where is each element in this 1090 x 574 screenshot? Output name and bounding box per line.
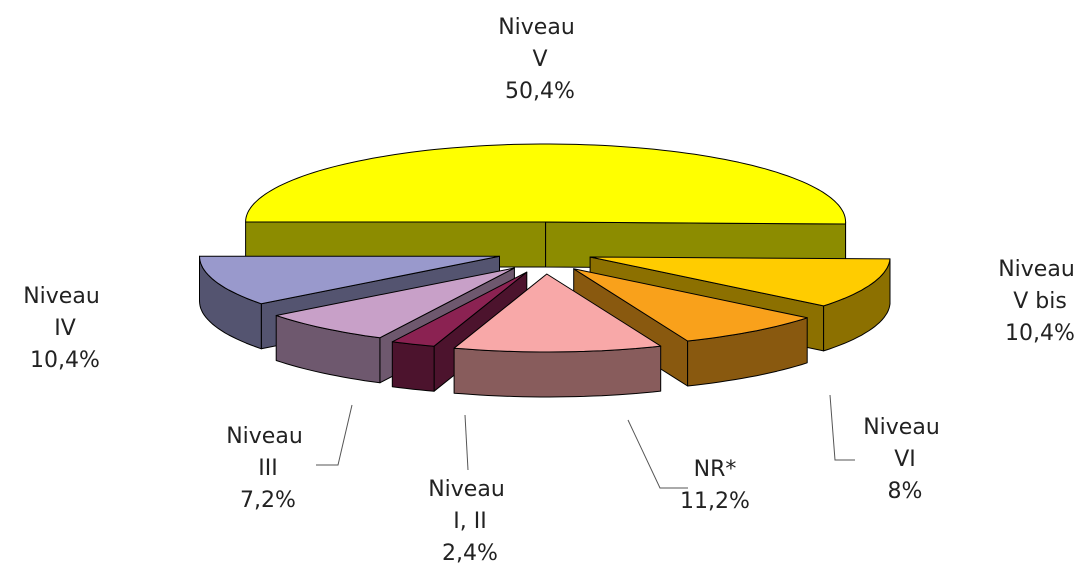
label-line: NR* xyxy=(694,457,737,482)
value-label: 2,4% xyxy=(442,541,498,566)
slice xyxy=(199,255,500,305)
category-label: Niveau V bis xyxy=(998,257,1082,314)
slice xyxy=(275,267,515,339)
label-line: VI xyxy=(894,447,916,472)
leader-line xyxy=(316,404,353,466)
label-line: Niveau xyxy=(23,284,107,309)
label-line: Niveau xyxy=(428,477,512,502)
slice xyxy=(245,143,847,270)
leader-line xyxy=(829,394,855,461)
slice-side xyxy=(391,341,435,392)
category-label: Niveau V xyxy=(498,15,582,72)
slice xyxy=(391,271,528,347)
label-line: V bis xyxy=(1013,289,1067,314)
slice xyxy=(573,268,808,342)
category-label: Niveau VI xyxy=(863,415,947,472)
label-line: Niveau xyxy=(498,15,582,40)
label-line: III xyxy=(258,456,277,481)
value-label: 11,2% xyxy=(680,489,750,514)
category-label: Niveau IV xyxy=(23,284,107,341)
value-label: 8% xyxy=(888,479,923,504)
slice xyxy=(245,143,847,225)
label-line: V xyxy=(532,47,547,72)
slice xyxy=(453,273,662,398)
leader-line xyxy=(627,419,688,489)
leader-line xyxy=(464,414,469,471)
value-label: 10,4% xyxy=(30,348,100,373)
slice xyxy=(589,256,891,307)
label-line: Niveau xyxy=(226,424,310,449)
label-line: I, II xyxy=(453,509,486,534)
slice-side xyxy=(453,345,662,398)
label-line: IV xyxy=(54,316,76,341)
label-line: Niveau xyxy=(863,415,947,440)
value-label: 7,2% xyxy=(240,488,296,513)
value-label: 10,4% xyxy=(1005,321,1075,346)
category-label: Niveau III xyxy=(226,424,310,481)
category-label: Niveau I, II xyxy=(428,477,512,534)
slice xyxy=(453,273,662,353)
value-label: 50,4% xyxy=(505,79,575,104)
label-line: Niveau xyxy=(998,257,1082,282)
category-label: NR* xyxy=(694,457,737,482)
